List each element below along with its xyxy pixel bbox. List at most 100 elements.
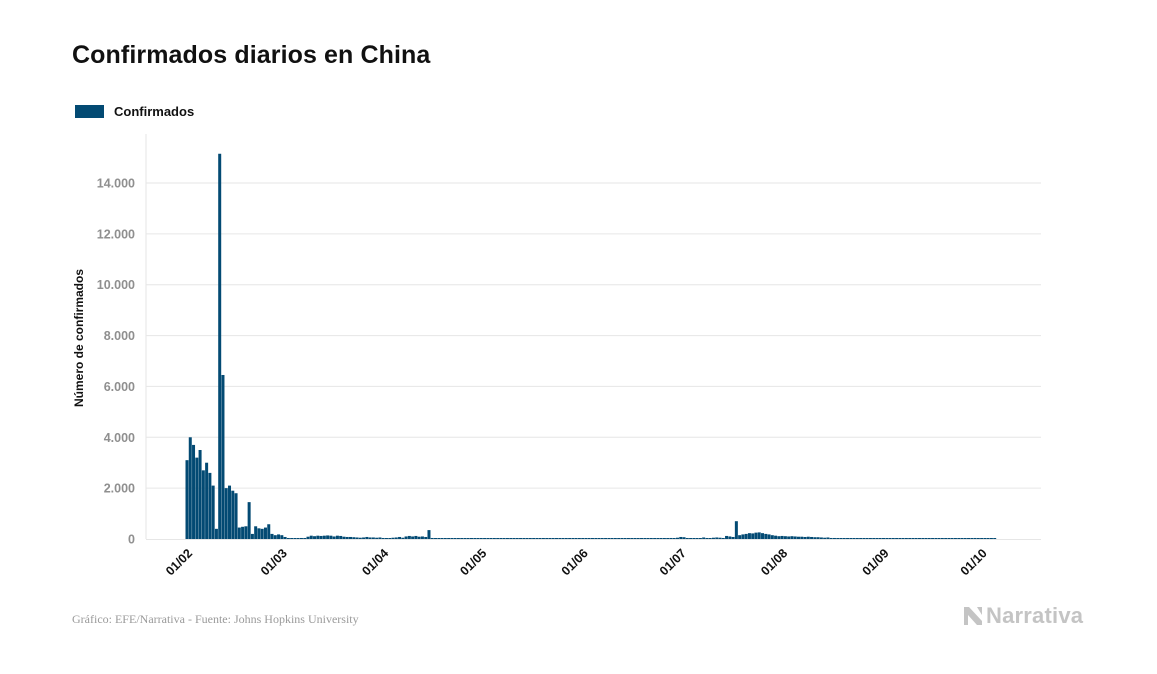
bar [931, 538, 935, 539]
bar [414, 535, 418, 539]
bar [617, 538, 621, 539]
bar [685, 537, 689, 539]
bar [483, 538, 487, 539]
bar [417, 536, 421, 539]
y-tick-label: 4.000 [104, 431, 135, 445]
bar [849, 538, 853, 539]
x-tick-label: 01/04 [359, 546, 391, 578]
legend-swatch [75, 105, 104, 118]
bar [839, 538, 843, 539]
bar [718, 537, 722, 539]
logo-text: Narrativa [986, 603, 1084, 628]
bar [404, 536, 408, 539]
bar [538, 538, 542, 539]
bar [466, 538, 470, 539]
narrativa-logo: Narrativa [963, 603, 1083, 629]
bar [329, 535, 333, 539]
bar [522, 538, 526, 539]
bar [509, 538, 513, 539]
bar [195, 457, 199, 539]
bar [247, 502, 251, 539]
bar [492, 538, 496, 539]
bar [188, 437, 192, 539]
bar [558, 538, 562, 539]
bar [692, 538, 696, 539]
bar [257, 528, 261, 539]
bar [924, 538, 928, 539]
bar [430, 537, 434, 539]
bar [221, 374, 225, 539]
bar [738, 535, 742, 539]
bar [823, 537, 827, 539]
bar [476, 538, 480, 539]
bar [541, 538, 545, 539]
bar [888, 538, 892, 539]
bar [973, 537, 977, 539]
bar [411, 536, 415, 539]
bar [832, 537, 836, 539]
bar [296, 538, 300, 539]
source-note: Gráfico: EFE/Narrativa - Fuente: Johns H… [72, 612, 359, 626]
bar [316, 535, 320, 539]
bar [875, 538, 879, 539]
y-axis-ticks: 0 2.000 4.000 6.000 8.000 10.000 12.000 14.000 [97, 177, 135, 547]
bar [751, 533, 755, 539]
bar [568, 538, 572, 539]
bar [836, 538, 840, 539]
bar [332, 536, 336, 539]
bar [525, 538, 529, 539]
bar [695, 538, 699, 539]
bar [960, 538, 964, 539]
bar [420, 536, 424, 539]
bar [424, 536, 428, 539]
bar [934, 538, 938, 539]
bar [711, 537, 715, 539]
bar [653, 538, 657, 539]
bar [280, 535, 284, 539]
bar [783, 536, 787, 539]
bar [957, 538, 961, 539]
bar [407, 535, 411, 539]
bar [551, 538, 555, 539]
bar [293, 538, 297, 539]
bar [885, 538, 889, 539]
bar [335, 535, 339, 539]
bar [322, 535, 326, 539]
bar [434, 538, 438, 539]
bar [571, 538, 575, 539]
bar [898, 538, 902, 539]
y-tick-label: 12.000 [97, 227, 135, 241]
y-tick-label: 2.000 [104, 482, 135, 496]
narrativa-n-icon [964, 607, 982, 625]
bar [669, 537, 673, 539]
bar [512, 538, 516, 539]
bar [211, 485, 215, 539]
bar [767, 534, 771, 539]
bar [339, 535, 343, 539]
bar [460, 538, 464, 539]
bar [365, 536, 369, 539]
bar [672, 538, 676, 539]
bar [587, 538, 591, 539]
x-tick-label: 01/07 [657, 546, 689, 578]
bar [313, 536, 317, 539]
x-tick-label: 01/03 [258, 546, 290, 578]
y-tick-label: 14.000 [97, 177, 135, 191]
bar [682, 537, 686, 539]
bar [505, 538, 509, 539]
bar [774, 535, 778, 539]
bar [646, 538, 650, 539]
bar [623, 538, 627, 539]
bar [388, 538, 392, 539]
bar [764, 533, 768, 539]
bar [993, 538, 997, 539]
bar [303, 537, 307, 539]
bar [590, 538, 594, 539]
bar [803, 536, 807, 539]
bar [581, 538, 585, 539]
bar [489, 538, 493, 539]
bar [427, 530, 431, 539]
bar [270, 533, 274, 539]
gridlines [145, 134, 1041, 540]
